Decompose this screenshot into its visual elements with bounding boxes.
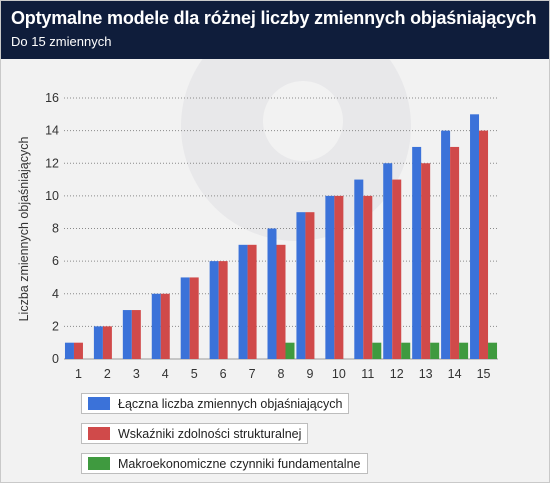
bar-total-1 xyxy=(64,342,74,359)
bar-macro-8 xyxy=(285,342,295,359)
bar-total-13 xyxy=(412,146,422,359)
bar-structural-2 xyxy=(102,326,112,359)
x-tick-label: 13 xyxy=(419,367,433,381)
legend-swatch-total xyxy=(88,397,110,410)
bar-total-4 xyxy=(151,293,161,359)
y-tick-label: 12 xyxy=(45,156,59,170)
bar-structural-7 xyxy=(247,244,257,359)
bar-structural-6 xyxy=(218,261,228,359)
bar-structural-12 xyxy=(392,179,402,359)
bar-structural-1 xyxy=(73,342,83,359)
bar-total-5 xyxy=(180,277,190,359)
bar-macro-11 xyxy=(372,342,382,359)
x-tick-label: 5 xyxy=(191,367,198,381)
background-watermark-hole xyxy=(263,81,343,161)
x-tick-label: 3 xyxy=(133,367,140,381)
legend-swatch-structural xyxy=(88,427,110,440)
bar-structural-8 xyxy=(276,244,286,359)
chart-subtitle: Do 15 zmiennych xyxy=(11,34,112,49)
y-axis-label: Liczba zmiennych objaśniających xyxy=(17,137,31,322)
bar-macro-15 xyxy=(488,342,498,359)
y-tick-label: 8 xyxy=(52,222,59,236)
chart-header: Optymalne modele dla różnej liczby zmien… xyxy=(1,1,549,59)
bar-structural-10 xyxy=(334,195,344,359)
bar-total-15 xyxy=(470,114,480,359)
bar-total-6 xyxy=(209,261,219,359)
legend-label-macro: Makroekonomiczne czynniki fundamentalne xyxy=(118,456,361,471)
bar-total-3 xyxy=(122,310,132,359)
x-tick-label: 10 xyxy=(332,367,346,381)
y-tick-label: 6 xyxy=(52,254,59,268)
bar-structural-5 xyxy=(189,277,199,359)
x-tick-label: 6 xyxy=(220,367,227,381)
y-tick-label: 2 xyxy=(52,319,59,333)
bar-macro-13 xyxy=(430,342,440,359)
x-tick-label: 2 xyxy=(104,367,111,381)
x-tick-label: 4 xyxy=(162,367,169,381)
legend-label-total: Łączna liczba zmiennych objaśniających xyxy=(118,396,343,411)
legend-item-total: Łączna liczba zmiennych objaśniających xyxy=(81,393,350,414)
y-axis-ticks: 0 2 4 6 8 10 12 14 16 xyxy=(45,91,59,366)
legend: Łączna liczba zmiennych objaśniających W… xyxy=(81,393,368,482)
x-tick-label: 9 xyxy=(306,367,313,381)
bar-macro-14 xyxy=(459,342,469,359)
x-tick-label: 14 xyxy=(448,367,462,381)
bar-total-8 xyxy=(267,228,277,359)
bar-total-10 xyxy=(325,195,335,359)
y-tick-label: 4 xyxy=(52,287,59,301)
legend-swatch-macro xyxy=(88,457,110,470)
bar-macro-12 xyxy=(401,342,411,359)
bar-structural-15 xyxy=(479,130,489,359)
x-tick-label: 1 xyxy=(75,367,82,381)
x-axis-ticks: 1 2 3 4 5 6 7 8 9 10 11 12 13 14 15 xyxy=(75,367,491,381)
y-tick-label: 10 xyxy=(45,189,59,203)
x-tick-label: 8 xyxy=(278,367,285,381)
bar-total-9 xyxy=(296,212,306,359)
x-tick-label: 12 xyxy=(390,367,404,381)
x-tick-label: 7 xyxy=(249,367,256,381)
legend-item-structural: Wskaźniki zdolności strukturalnej xyxy=(81,423,309,444)
y-tick-label: 14 xyxy=(45,124,59,138)
x-tick-label: 11 xyxy=(361,367,374,381)
bar-total-12 xyxy=(383,163,393,359)
bar-structural-11 xyxy=(363,195,373,359)
x-tick-label: 15 xyxy=(477,367,491,381)
bar-total-14 xyxy=(441,130,451,359)
bars xyxy=(64,114,498,359)
chart-title: Optymalne modele dla różnej liczby zmien… xyxy=(11,8,537,28)
bar-structural-13 xyxy=(421,163,431,359)
y-tick-label: 0 xyxy=(52,352,59,366)
bar-total-11 xyxy=(354,179,364,359)
y-tick-label: 16 xyxy=(45,91,59,105)
legend-label-structural: Wskaźniki zdolności strukturalnej xyxy=(118,426,302,441)
bar-total-7 xyxy=(238,244,248,359)
bar-structural-4 xyxy=(160,293,170,359)
bar-total-2 xyxy=(93,326,103,359)
bar-structural-3 xyxy=(131,310,141,359)
legend-item-macro: Makroekonomiczne czynniki fundamentalne xyxy=(81,453,368,474)
bar-structural-14 xyxy=(450,146,460,359)
bar-structural-9 xyxy=(305,212,315,359)
